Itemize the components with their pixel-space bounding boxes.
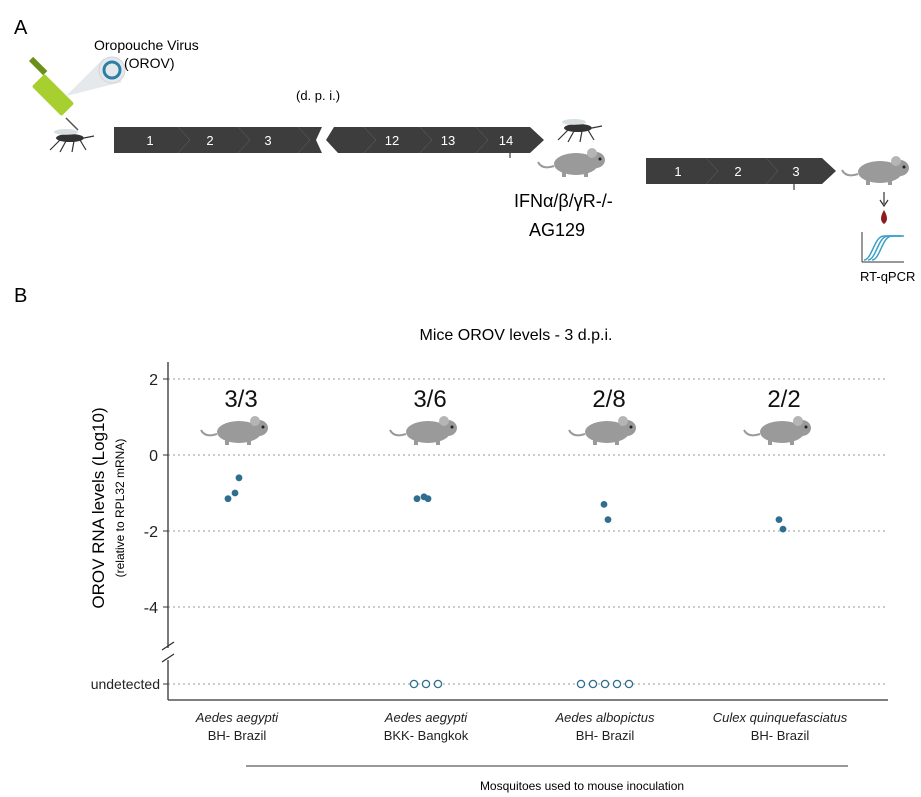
pcr-curve-icon [861,232,904,263]
timeline1-day-13: 13 [441,133,455,148]
undetected-point [421,679,431,689]
timeline1-day-1: 1 [146,133,153,148]
mouse-icon [841,155,910,186]
axis-break-mark [161,641,175,651]
y-tick-label: -2 [144,524,158,541]
mouse-label-line2: AG129 [529,220,585,240]
y-axis [161,362,888,701]
undetected-point [433,679,443,689]
category-species-label: Aedes aegypti [195,710,280,725]
mouse-icons [200,415,812,446]
timeline2-day-3: 3 [792,164,799,179]
mosquito-icon [49,128,95,153]
mouse-icon [568,415,637,446]
y-tick-label: 0 [149,448,158,465]
virus-label-line1: Oropouche Virus [94,37,199,53]
y-axis-label: OROV RNA levels (Log10) [89,407,108,608]
virus-icon [66,56,126,96]
mosquito-icon [557,118,603,143]
timeline2-day-2: 2 [734,164,741,179]
panel-a: A Oropouche Virus (OROV) (d. p. i.) [14,17,915,284]
timeline1-day-12: 12 [385,133,399,148]
ratio-labels: 3/3 3/6 2/8 2/2 [224,386,800,413]
chart-title: Mice OROV levels - 3 d.p.i. [420,327,613,344]
timeline2-arrow-3 [766,158,836,184]
undetected-point [588,679,598,689]
undetected-label: undetected [91,676,160,692]
timeline-2: 1 2 3 [646,158,836,190]
data-point [424,495,432,503]
category-species-label: Culex quinquefasciatus [713,710,848,725]
panel-a-label: A [14,17,28,39]
dpi-label: (d. p. i.) [296,88,340,103]
data-point [413,495,421,503]
timeline2-arrow-1 [646,158,718,184]
data-point [231,489,239,497]
ratio-label: 3/3 [224,386,257,413]
category-strain-label: BH- Brazil [751,728,810,743]
undetected-point [576,679,586,689]
mouse-icon [743,415,812,446]
timeline1-arrow-13 [420,127,488,153]
category-strain-label: BKK- Bangkok [384,728,469,743]
y-axis-ticks: 2 0 -2 -4 undetected [91,372,168,692]
virus-label-line2: (OROV) [124,55,175,71]
axis-break-mark [161,653,175,663]
syringe-icon [28,56,79,131]
data-points [224,474,787,689]
data-point [235,474,243,482]
mouse-icon [537,147,606,178]
panel-b-label: B [14,285,27,307]
timeline1-day-3: 3 [264,133,271,148]
category-species-label: Aedes aegypti [384,710,469,725]
timeline1-arrow-14 [476,127,544,153]
category-strain-label: BH- Brazil [208,728,267,743]
x-axis-categories: Aedes aegypti BH- Brazil Aedes aegypti BKK-… [195,710,848,743]
undetected-point [600,679,610,689]
assay-label: RT-qPCR [860,269,915,284]
timeline1-arrow-2 [178,127,250,153]
data-point [779,525,787,533]
undetected-point [612,679,622,689]
timeline-1: 1 2 3 12 13 14 [114,127,544,158]
timeline1-day-14: 14 [499,133,513,148]
data-point [224,495,232,503]
y-tick-label: 2 [149,372,158,389]
mouse-icon [389,415,458,446]
timeline1-arrow-3 [238,127,310,153]
timeline2-day-1: 1 [674,164,681,179]
data-point [775,516,783,523]
grid [168,378,888,685]
mouse-label-line1: IFNα/β/γR-/- [514,191,613,211]
ratio-label: 2/8 [592,386,625,413]
timeline1-day-2: 2 [206,133,213,148]
ratio-label: 2/2 [767,386,800,413]
blood-drop-icon [881,210,887,224]
panel-b: B Mice OROV levels - 3 d.p.i. OROV RNA l… [14,285,888,793]
data-point [600,501,608,508]
y-tick-label: -4 [144,600,158,617]
undetected-point [409,679,419,689]
x-axis-label: Mosquitoes used to mouse inoculation [480,779,684,793]
timeline1-arrow-12 [364,127,432,153]
category-strain-label: BH- Brazil [576,728,635,743]
category-species-label: Aedes albopictus [554,710,655,725]
ratio-label: 3/6 [413,386,446,413]
undetected-point [624,679,634,689]
timeline1-arrow-1 [114,127,190,153]
y-axis-sublabel: (relative to RPL32 mRNA) [113,439,127,578]
data-point [604,516,612,523]
mouse-icon [200,415,269,446]
timeline2-arrow-2 [706,158,778,184]
